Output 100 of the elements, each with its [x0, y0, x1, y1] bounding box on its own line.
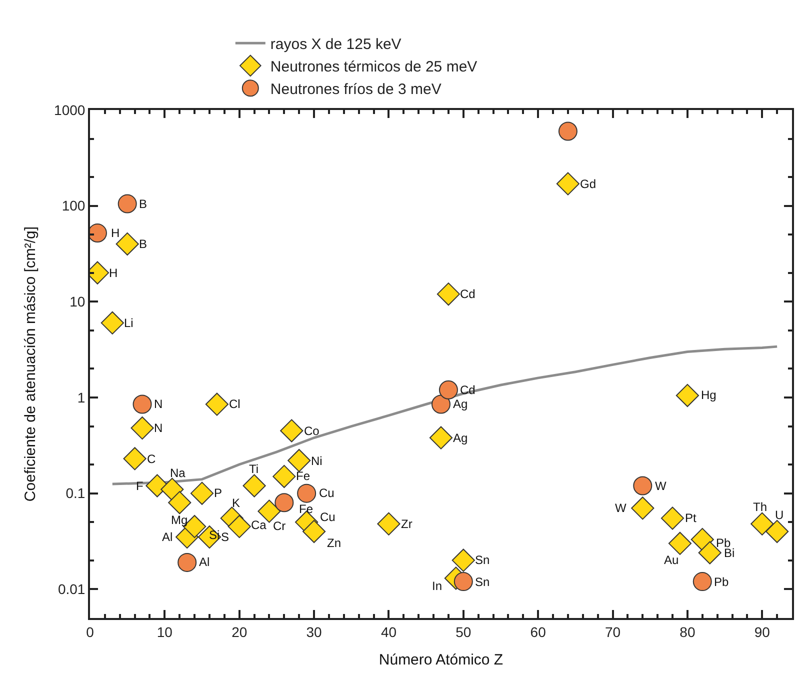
annotation: Na: [170, 466, 186, 480]
annotation: Pt: [685, 511, 698, 525]
point: [168, 491, 192, 514]
x-tick-label: 60: [530, 624, 546, 640]
y-tick-label: 1: [77, 389, 86, 406]
annotation: C: [147, 452, 156, 466]
point: [438, 380, 458, 400]
annotation: Ag: [453, 431, 468, 445]
annotation: In: [432, 579, 442, 593]
annotation: W: [655, 479, 667, 493]
annotation: Cd: [460, 383, 476, 397]
x-tick-label: 90: [754, 624, 770, 640]
point: [123, 447, 146, 470]
point: [274, 493, 294, 512]
point: [432, 394, 450, 414]
point: [100, 311, 124, 334]
point: [242, 474, 266, 498]
annotation: B: [139, 197, 148, 211]
annotation: Cd: [460, 287, 476, 301]
point: [436, 282, 460, 306]
point: [132, 394, 152, 414]
point: [750, 512, 774, 536]
y-tick-label: 0.01: [58, 581, 86, 598]
annotation: Hg: [701, 388, 716, 402]
legend-label: Neutrones fríos de 3 meV: [270, 81, 442, 98]
annotation: Al: [162, 530, 173, 544]
x-tick-label: 50: [456, 624, 472, 640]
point: [766, 520, 789, 544]
point: [118, 194, 137, 214]
annotation: Ni: [311, 454, 322, 468]
annotation: N: [154, 397, 163, 411]
point: [660, 506, 684, 530]
annotation: Ti: [249, 462, 259, 476]
annotation: Cu: [320, 510, 336, 524]
point: [288, 448, 311, 472]
point: [302, 520, 326, 544]
point: [452, 548, 475, 572]
x-axis-title: Número Atómico Z: [378, 651, 504, 668]
annotation: Zr: [401, 517, 412, 531]
point: [280, 419, 304, 442]
annotation: Mg: [171, 513, 188, 527]
point: [160, 478, 184, 501]
x-tick-label: 0: [86, 624, 94, 640]
y-tick-label: 0.1: [66, 485, 86, 502]
legend-label: Neutrones térmicos de 25 meV: [270, 58, 478, 76]
annotation: W: [615, 501, 627, 515]
annotation: B: [139, 237, 148, 251]
annotation: Si: [209, 528, 220, 542]
annotation: H: [109, 266, 118, 280]
point: [297, 484, 316, 503]
y-tick-label: 1000: [54, 102, 86, 118]
point: [454, 572, 473, 592]
annotation: Li: [124, 316, 134, 330]
annotation: H: [111, 226, 120, 240]
point: [228, 515, 251, 538]
annotation: S: [221, 530, 230, 544]
annotation: Fe: [296, 469, 310, 483]
point: [692, 572, 712, 592]
annotation: Al: [199, 555, 210, 569]
point: [558, 122, 578, 141]
y-tick-label: 10: [70, 294, 86, 310]
annotation: Sn: [475, 575, 490, 589]
annotation: Th: [753, 500, 768, 514]
point: [377, 512, 400, 536]
annotation: Co: [304, 424, 320, 438]
x-tick-label: 20: [232, 624, 248, 640]
point: [178, 552, 197, 572]
x-tick-label: 10: [156, 624, 173, 640]
annotation: F: [136, 479, 144, 493]
annotation: Ca: [251, 518, 267, 532]
y-tick-label: 100: [62, 198, 86, 214]
annotation: P: [214, 486, 222, 500]
point: [429, 426, 453, 450]
annotation: Cu: [319, 486, 334, 500]
annotation: Fe: [299, 502, 314, 516]
annotation: Pb: [714, 575, 730, 589]
annotation: Cl: [229, 397, 240, 411]
annotation: Cr: [273, 519, 286, 533]
x-tick-label: 40: [380, 624, 397, 640]
point: [633, 476, 652, 496]
point: [690, 528, 714, 552]
x-tick-label: 80: [680, 624, 696, 640]
annotation: Zn: [327, 536, 342, 550]
x-tick-label: 70: [604, 624, 621, 640]
point: [668, 532, 692, 555]
annotation: Ag: [453, 397, 468, 411]
point: [130, 416, 154, 440]
point: [272, 464, 296, 488]
point: [676, 384, 699, 408]
annotation: Au: [664, 553, 679, 567]
x-tick-label: 30: [306, 624, 322, 640]
legend-label: rayos X de 125 keV: [270, 36, 402, 54]
point: [631, 496, 654, 520]
annotation: K: [232, 496, 240, 510]
annotation: N: [154, 421, 163, 435]
y-axis-title: Coeficiente de atenuación másico [cm²/g]: [22, 226, 39, 502]
annotation: Sn: [475, 553, 490, 567]
annotation: U: [775, 508, 784, 522]
annotation: Gd: [580, 177, 596, 191]
point: [205, 392, 229, 416]
